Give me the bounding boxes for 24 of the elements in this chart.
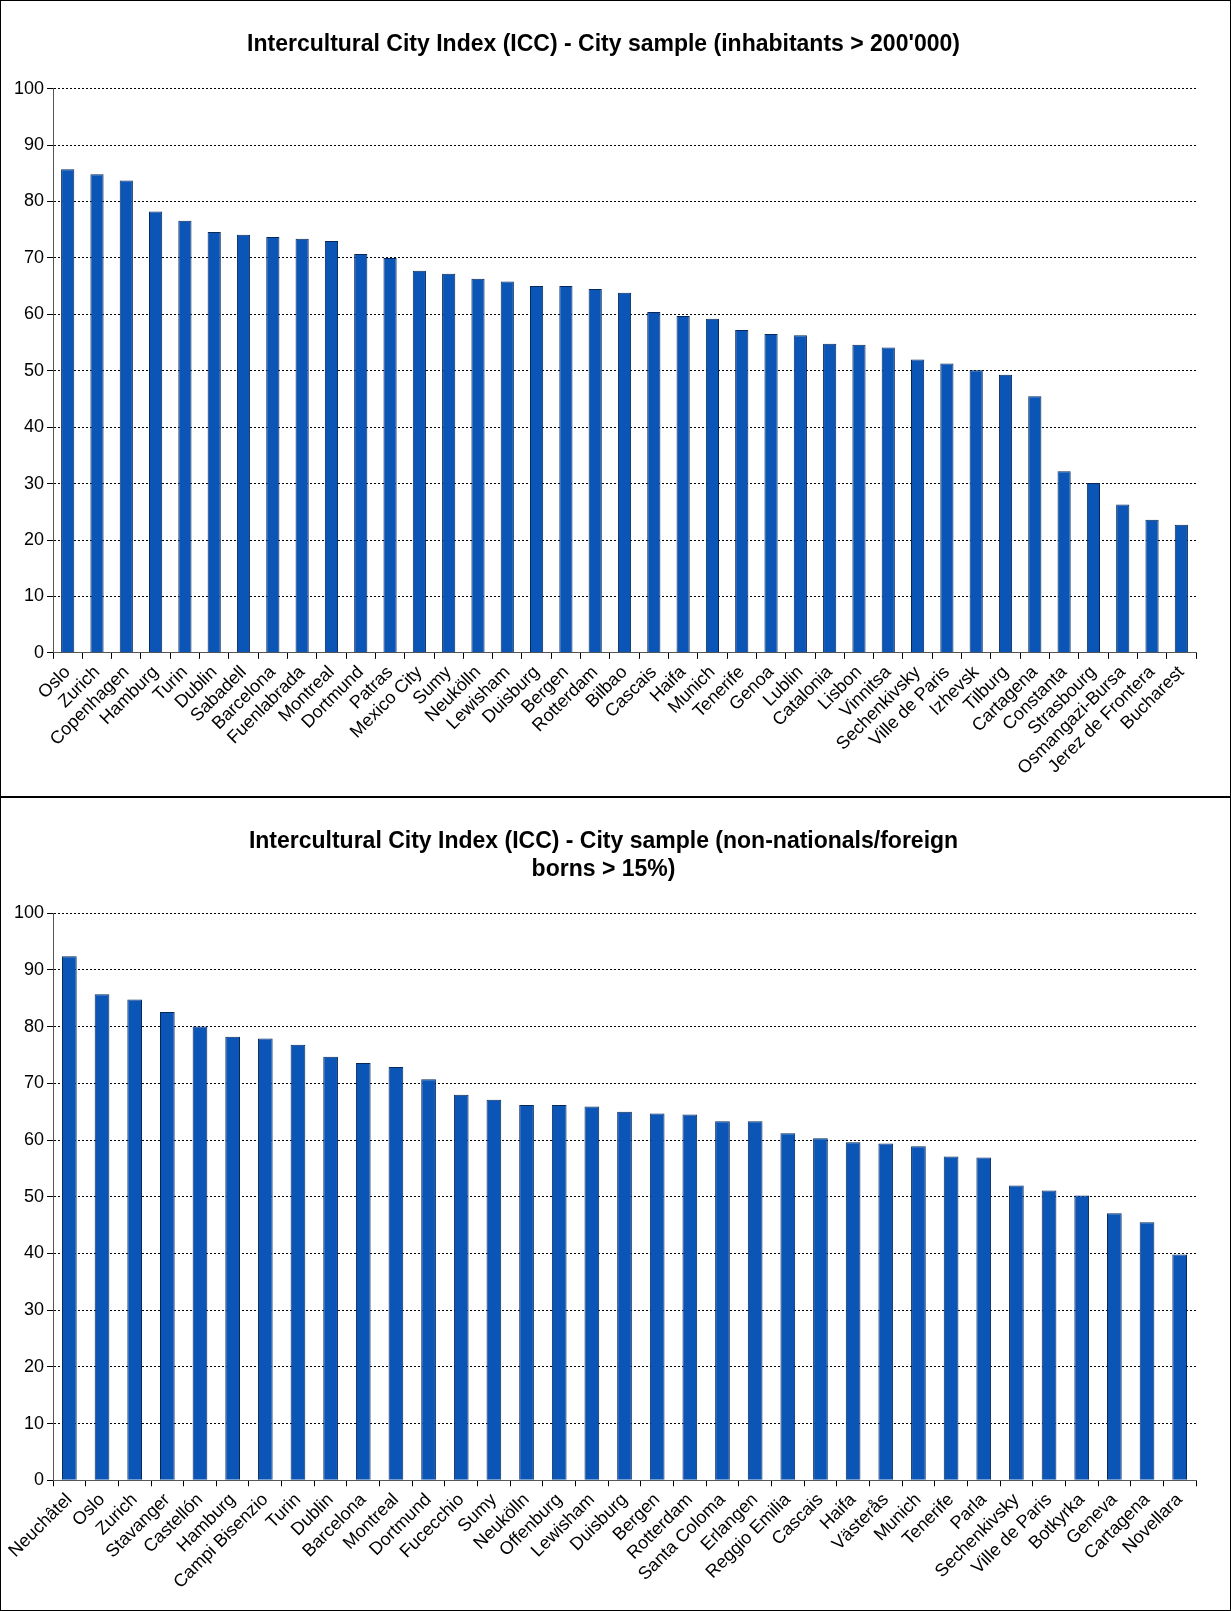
y-tick-label: 90: [24, 134, 45, 154]
y-tick-label: 40: [24, 1242, 45, 1263]
y-tick-label: 50: [24, 359, 45, 380]
y-tick-label: 80: [24, 190, 45, 211]
chart-title: Intercultural City Index (ICC) - City sample (non-nationals/foreign borns > 15%): [248, 827, 959, 881]
y-tick-label: 60: [24, 303, 45, 324]
y-tick-label: 30: [24, 1299, 45, 1320]
y-tick-label: 100: [13, 902, 45, 923]
y-tick-label: 40: [24, 416, 45, 437]
y-tick-label: 20: [24, 1355, 45, 1376]
y-tick-label: 70: [24, 1072, 45, 1093]
y-tick-label: 80: [24, 1015, 45, 1036]
y-tick-label: 70: [24, 246, 45, 267]
y-tick-label: 60: [24, 1129, 45, 1150]
y-tick-label: 30: [24, 472, 45, 493]
y-tick-label: 10: [24, 585, 45, 606]
y-tick-label: 90: [24, 958, 45, 979]
y-tick-label: 10: [24, 1412, 45, 1433]
y-tick-label: 0: [34, 641, 45, 662]
y-tick-label: 50: [24, 1185, 45, 1206]
y-tick-label: 100: [13, 77, 45, 98]
y-tick-label: 20: [24, 528, 45, 549]
chart-title: Intercultural City Index (ICC) - City sample (inhabitants > 200'000): [247, 30, 960, 57]
y-tick-label: 0: [34, 1469, 45, 1490]
